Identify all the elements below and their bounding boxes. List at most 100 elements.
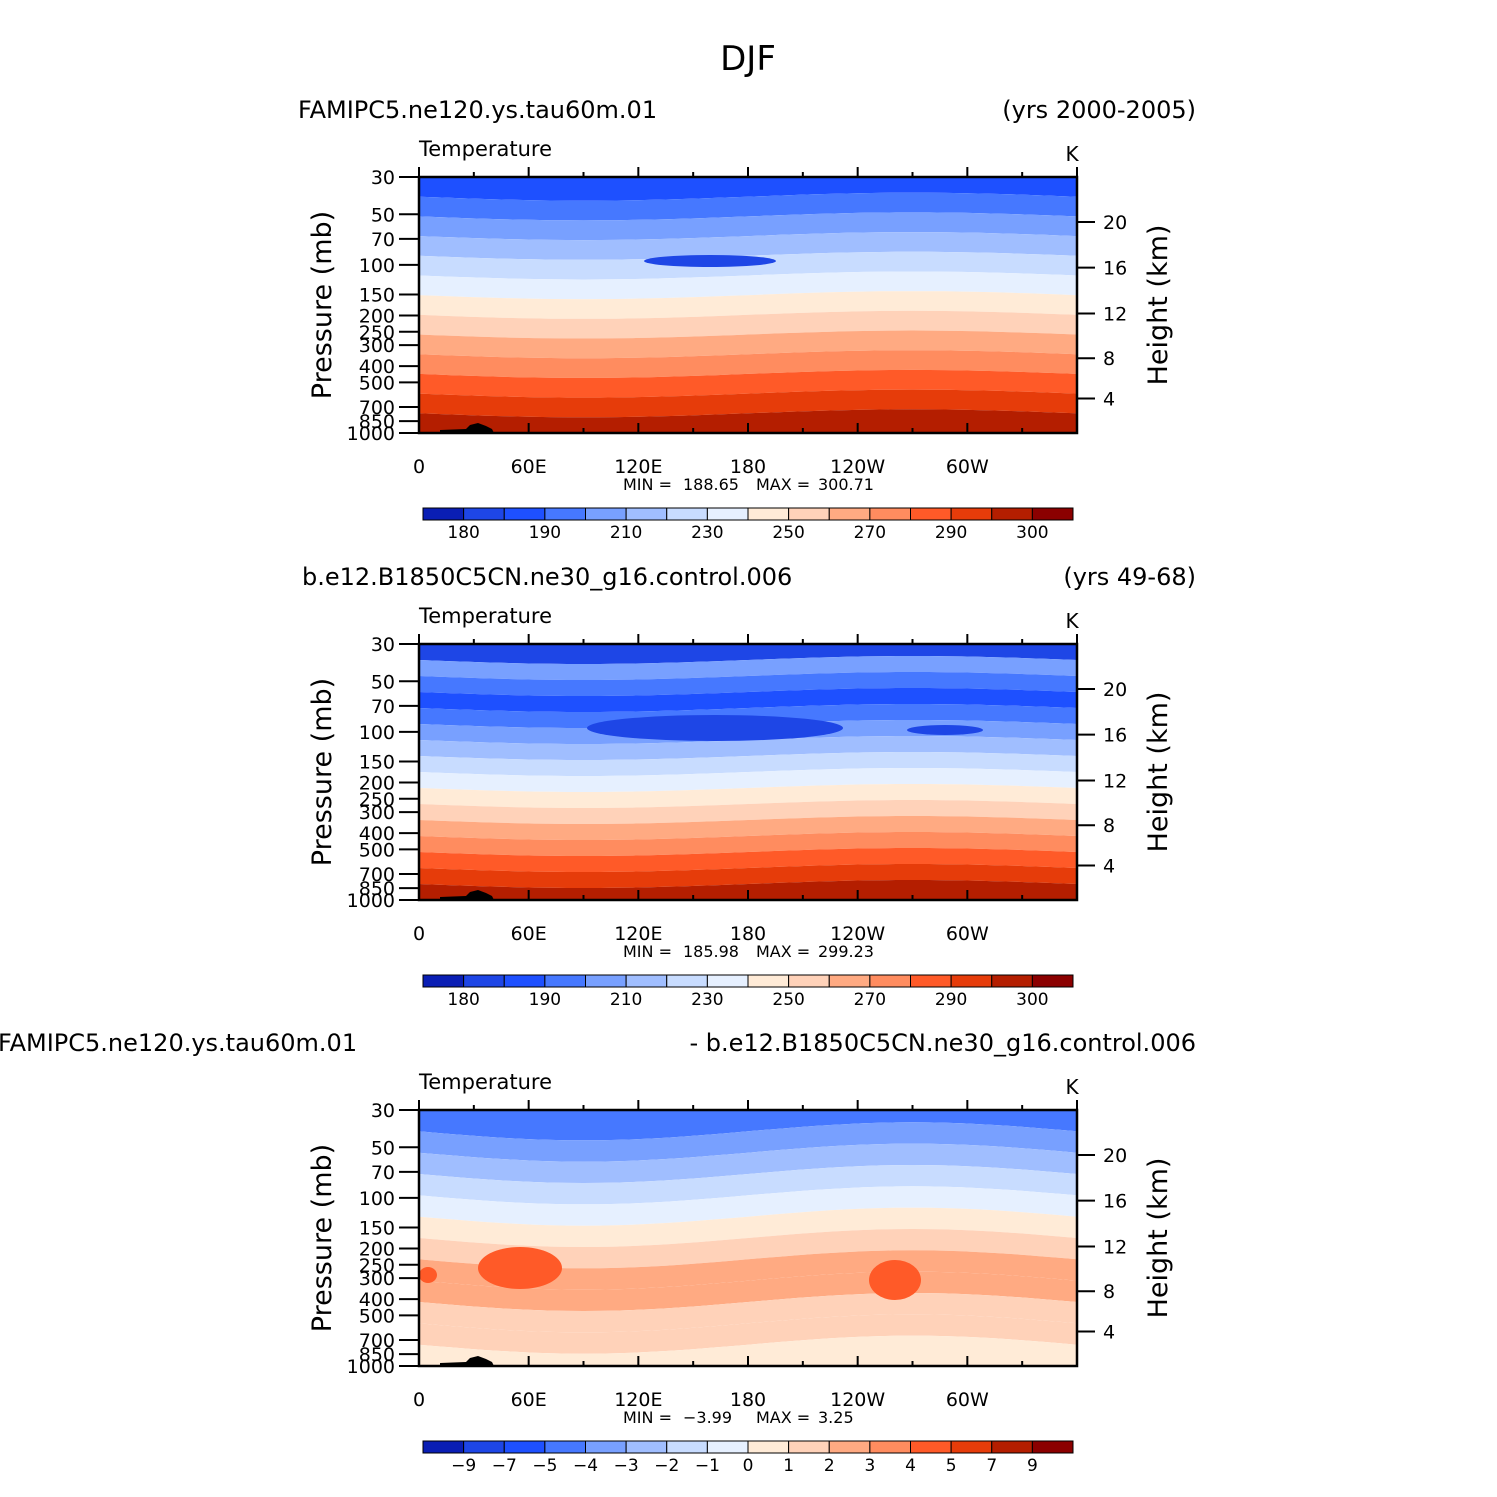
x-tick-label: 60W	[946, 1389, 989, 1411]
y2-tick-label: 8	[1103, 348, 1115, 370]
labelbar-box	[585, 974, 627, 988]
contour-band	[419, 1165, 1077, 1205]
x-tick-label: 60W	[946, 923, 989, 945]
labelbar-box	[503, 1440, 546, 1454]
labelbar-box	[828, 1440, 871, 1454]
contour-band	[419, 736, 1077, 760]
panel-2: b.e12.B1850C5CN.ne30_g16.control.006 (yrs…	[302, 563, 1196, 1010]
labelbar-label: 0	[743, 1456, 754, 1476]
max-value: 299.23	[818, 942, 874, 961]
contour-band	[419, 768, 1077, 792]
labelbar-box	[706, 507, 749, 521]
contour-band	[419, 1293, 1077, 1333]
y2-axis-label: Height (km)	[1143, 225, 1174, 386]
units-label: K	[1065, 142, 1079, 166]
panel-left-title: FAMIPC5.ne120.ys.tau60m.01	[0, 1029, 357, 1057]
y2-tick-label: 12	[1103, 1236, 1127, 1258]
contour-band	[419, 656, 1077, 680]
labelbar-label: 290	[935, 523, 967, 543]
x-tick-label: 120W	[830, 923, 885, 945]
labelbar-label: 3	[864, 1456, 875, 1476]
contour-band	[419, 1143, 1077, 1183]
labelbar-label: 9	[1027, 1456, 1038, 1476]
labelbar-label: −7	[492, 1456, 517, 1476]
y2-tick-label: 16	[1103, 725, 1127, 747]
y-tick-label: 100	[359, 722, 395, 744]
labelbar-box	[788, 1440, 830, 1454]
y-axis-label: Pressure (mb)	[307, 678, 338, 866]
y2-axis-label: Height (km)	[1143, 692, 1174, 853]
labelbar-label: 300	[1016, 990, 1048, 1010]
labelbar-box	[1031, 507, 1074, 521]
labelbar-box	[910, 507, 952, 521]
contour-field	[419, 1110, 1077, 1366]
x-tick-label: 0	[413, 1389, 425, 1411]
labelbar-box	[544, 1440, 586, 1454]
labelbar-box	[869, 1440, 911, 1454]
contour-band	[419, 672, 1077, 696]
y-tick-label: 50	[371, 671, 395, 693]
panel-1: FAMIPC5.ne120.ys.tau60m.01 (yrs 2000-2005…	[298, 96, 1196, 543]
labelbar-box	[910, 974, 952, 988]
y-tick-label: 100	[359, 255, 395, 277]
labelbar-label: 250	[772, 523, 804, 543]
y2-tick-label: 12	[1103, 303, 1127, 325]
labelbar-box	[666, 507, 708, 521]
x-tick-label: 180	[730, 923, 766, 945]
warm-anomaly	[419, 1267, 437, 1283]
y-tick-label: 250	[359, 322, 395, 344]
labelbar-label: 230	[691, 523, 723, 543]
contour-band	[419, 644, 1077, 664]
contour-band	[419, 688, 1077, 712]
panel-3: FAMIPC5.ne120.ys.tau60m.01 - b.e12.B1850C…	[0, 1029, 1196, 1476]
y-tick-label: 200	[359, 1239, 395, 1261]
y-tick-label: 50	[371, 204, 395, 226]
labelbar-box	[463, 974, 505, 988]
cold-tropopause-anomaly	[587, 715, 843, 741]
labelbar-box	[828, 974, 871, 988]
labelbar-label: 190	[529, 990, 561, 1010]
labelbar-label: 300	[1016, 523, 1048, 543]
contour-band	[419, 1314, 1077, 1354]
labelbar-box	[747, 1440, 790, 1454]
labelbar-label: −5	[532, 1456, 557, 1476]
y-tick-label: 500	[359, 839, 395, 861]
labelbar-label: 5	[946, 1456, 957, 1476]
y-tick-label: 500	[359, 372, 395, 394]
labelbar-box	[625, 507, 668, 521]
contour-band	[419, 1110, 1077, 1141]
y2-tick-label: 4	[1103, 388, 1115, 410]
labelbar-box	[950, 974, 993, 988]
labelbar-box	[585, 507, 627, 521]
labelbar-box	[1031, 1440, 1074, 1454]
y-tick-label: 700	[359, 1330, 395, 1352]
labelbar-box	[503, 507, 546, 521]
labelbar-label: 180	[447, 990, 479, 1010]
y2-tick-label: 20	[1103, 679, 1127, 701]
y-tick-label: 300	[359, 802, 395, 824]
labelbar-box	[706, 1440, 749, 1454]
labelbar-label: −3	[614, 1456, 639, 1476]
y-tick-label: 70	[371, 696, 395, 718]
topography	[440, 1356, 494, 1366]
y-tick-label: 70	[371, 229, 395, 251]
contour-band	[419, 409, 1077, 433]
max-label: MAX =	[756, 1408, 810, 1427]
contour-band	[419, 864, 1077, 888]
topography	[440, 890, 494, 900]
contour-band	[419, 232, 1077, 260]
labelbar-label: 210	[610, 523, 642, 543]
labelbar-label: 190	[529, 523, 561, 543]
y-tick-label: 70	[371, 1162, 395, 1184]
y2-tick-label: 16	[1103, 258, 1127, 280]
y2-tick-label: 20	[1103, 212, 1127, 234]
labelbar-label: −1	[695, 1456, 720, 1476]
min-label: MIN =	[623, 475, 672, 494]
labelbar-box	[544, 507, 586, 521]
min-value: −3.99	[683, 1408, 732, 1427]
y2-tick-label: 20	[1103, 1145, 1127, 1167]
panel-left-title: FAMIPC5.ne120.ys.tau60m.01	[298, 96, 657, 124]
units-label: K	[1065, 609, 1079, 633]
y2-tick-label: 12	[1103, 770, 1127, 792]
y-tick-label: 30	[371, 634, 395, 656]
